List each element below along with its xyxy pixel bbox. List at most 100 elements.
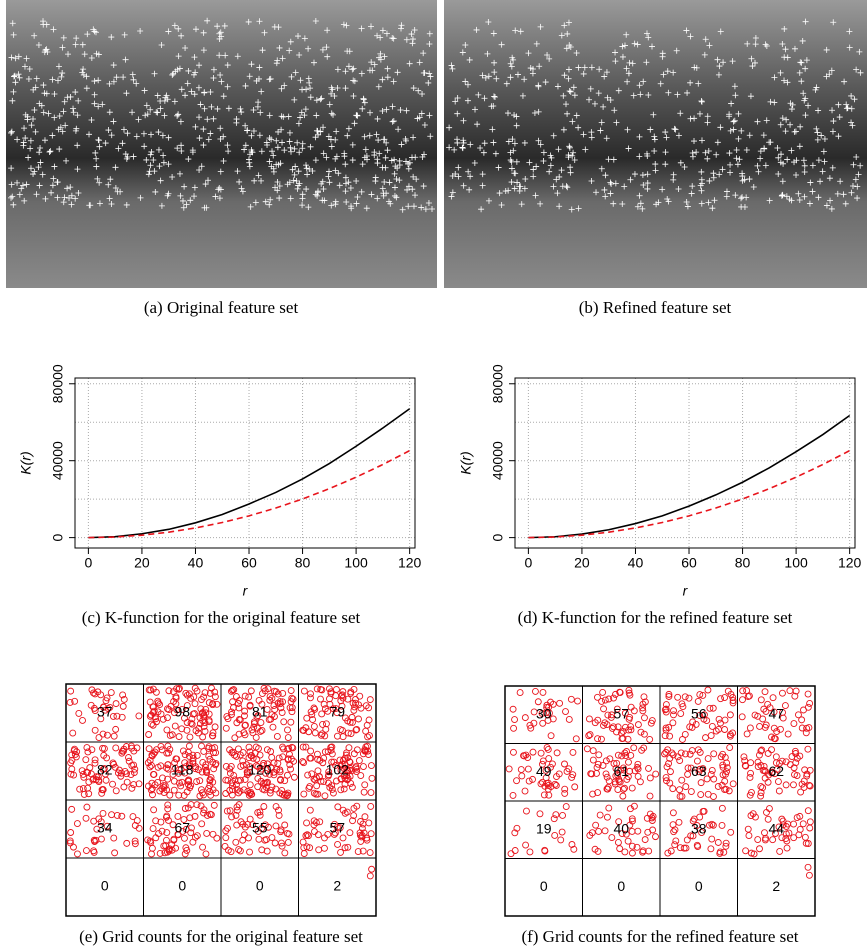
feature-point: [594, 735, 601, 743]
cell-points: [661, 744, 737, 801]
feature-point: [341, 714, 349, 722]
feature-point: [222, 724, 230, 732]
feature-point: [244, 769, 251, 777]
feature-point: [332, 762, 340, 769]
feature-point: [148, 850, 155, 858]
feature-point: [245, 754, 253, 762]
feature-point: [513, 777, 521, 785]
x-tick-label: 60: [681, 555, 697, 571]
feature-point: [201, 727, 209, 735]
feature-point: [640, 744, 648, 752]
feature-point: [314, 750, 321, 758]
feature-point: [544, 782, 552, 789]
feature-point: [82, 847, 90, 855]
cell-count: 44: [768, 820, 784, 836]
feature-point: [669, 751, 677, 759]
feature-point: [307, 708, 315, 716]
feature-point: [189, 759, 197, 767]
feature-point: [91, 756, 99, 764]
feature-point: [357, 837, 365, 845]
feature-point: [169, 821, 177, 829]
feature-point: [135, 824, 143, 832]
feature-point: [649, 826, 657, 834]
feature-point: [710, 775, 718, 783]
feature-point: [321, 792, 329, 800]
feature-point: [607, 713, 615, 721]
feature-point: [623, 775, 631, 783]
feature-point: [337, 786, 345, 794]
feature-point: [362, 727, 370, 735]
feature-point: [211, 693, 219, 701]
feature-point: [71, 697, 79, 705]
feature-point: [303, 714, 311, 722]
feature-point: [266, 693, 274, 700]
feature-point: [613, 705, 621, 713]
feature-point: [648, 817, 656, 824]
feature-point: [254, 724, 261, 732]
feature-point: [187, 829, 195, 837]
feature-point: [340, 785, 348, 793]
feature-point: [158, 746, 166, 754]
feature-point: [110, 834, 118, 842]
feature-point: [199, 733, 207, 741]
feature-point: [165, 749, 172, 757]
feature-point: [319, 720, 326, 728]
cell-count: 55: [252, 820, 268, 836]
feature-point: [82, 756, 90, 764]
feature-point: [771, 770, 779, 778]
feature-point: [310, 817, 318, 825]
feature-point: [118, 749, 126, 757]
feature-point: [669, 821, 677, 829]
feature-point: [99, 744, 107, 752]
cell-count: 67: [174, 820, 190, 836]
feature-point: [364, 733, 372, 741]
feature-point: [233, 752, 240, 760]
feature-point: [562, 803, 570, 810]
feature-point: [680, 844, 688, 852]
feature-point: [336, 824, 344, 832]
feature-point: [228, 708, 235, 716]
feature-point: [318, 730, 326, 738]
feature-point: [246, 781, 254, 789]
feature-point: [152, 817, 160, 825]
feature-point: [681, 730, 689, 738]
feature-point: [761, 836, 769, 844]
feature-point: [790, 834, 798, 842]
feature-point: [164, 714, 171, 722]
feature-point: [679, 703, 687, 711]
feature-point: [183, 788, 191, 796]
cell-count: 98: [174, 704, 190, 720]
feature-point: [203, 766, 210, 774]
feature-point: [792, 750, 800, 757]
feature-point: [565, 716, 573, 723]
feature-point: [133, 744, 141, 752]
feature-point: [153, 718, 160, 726]
feature-point: [594, 789, 602, 797]
feature-point: [628, 827, 636, 835]
feature-point: [552, 811, 560, 819]
feature-point: [322, 720, 330, 728]
feature-point: [646, 774, 654, 782]
feature-point: [530, 719, 538, 727]
feature-point: [599, 688, 607, 696]
feature-point: [277, 826, 285, 834]
cell-points: [145, 684, 221, 741]
feature-point: [164, 705, 171, 713]
feature-point: [665, 693, 673, 700]
feature-point: [321, 748, 329, 756]
feature-point: [628, 849, 636, 857]
feature-point: [283, 829, 291, 837]
feature-point: [226, 769, 234, 777]
feature-point: [326, 700, 334, 708]
feature-point: [170, 835, 178, 843]
feature-point: [757, 696, 765, 704]
feature-point: [698, 829, 706, 837]
feature-point: [163, 764, 171, 772]
feature-point: [236, 696, 243, 704]
feature-point: [618, 830, 626, 838]
feature-point: [363, 836, 371, 844]
feature-point: [164, 742, 172, 750]
feature-point: [154, 778, 162, 786]
cell-count: 2: [772, 878, 780, 894]
feature-point: [310, 789, 318, 797]
